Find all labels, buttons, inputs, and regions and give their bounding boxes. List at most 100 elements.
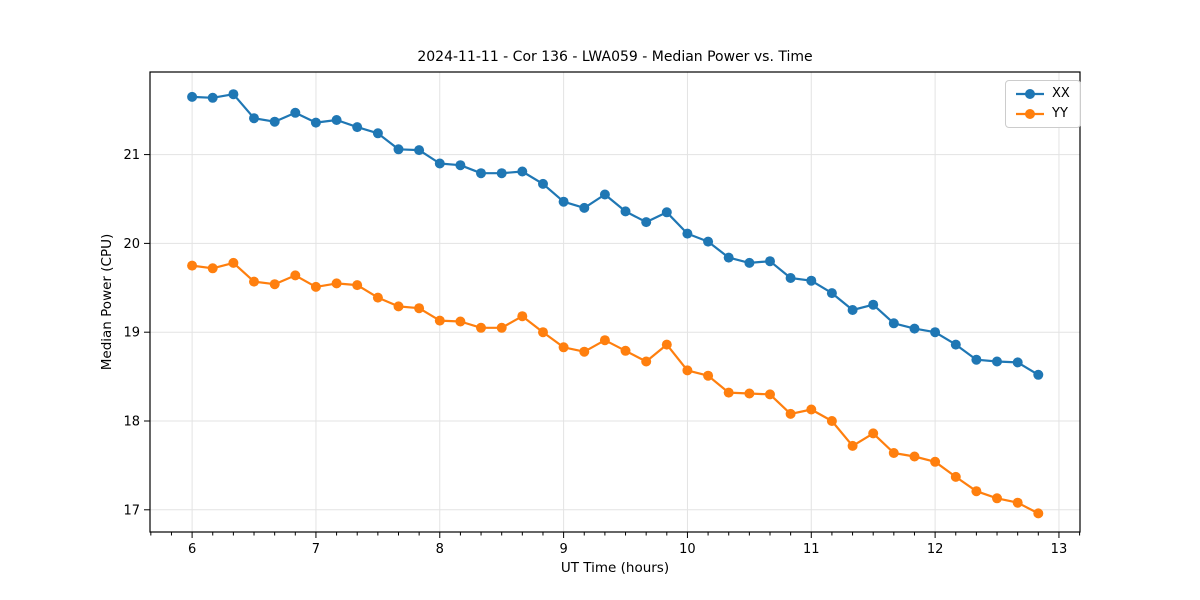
series-XX-marker <box>517 166 528 177</box>
series-YY-marker <box>599 335 610 346</box>
series-YY-marker <box>950 471 961 482</box>
series-XX-marker <box>414 145 425 156</box>
series-XX-marker <box>930 327 941 338</box>
series-XX-marker <box>290 107 301 118</box>
series-XX-marker <box>187 91 198 102</box>
series-YY-marker <box>785 408 796 419</box>
series-XX-marker <box>992 356 1002 367</box>
x-tick-label-8: 8 <box>436 542 444 557</box>
x-tick-label-7: 7 <box>312 542 320 557</box>
series-YY-marker <box>661 339 672 350</box>
series-YY-marker <box>393 301 404 312</box>
series-YY-marker <box>992 493 1002 504</box>
series-YY-marker <box>723 387 734 398</box>
series-XX-marker <box>971 354 982 365</box>
series-YY-marker <box>620 345 631 356</box>
legend-marker-xx-icon <box>1016 89 1044 99</box>
series-YY-marker <box>455 316 466 327</box>
series-YY-line <box>191 261 1040 515</box>
series-XX-marker <box>888 318 899 329</box>
series-YY-marker <box>909 451 920 462</box>
series-XX-marker <box>703 236 714 247</box>
series-XX-marker <box>310 117 321 128</box>
series-XX-marker <box>785 273 796 283</box>
y-tick-label-19: 19 <box>123 326 140 341</box>
series-YY-marker <box>496 322 507 333</box>
series-XX-marker <box>538 178 548 189</box>
series-YY-marker <box>352 280 363 291</box>
series-XX-marker <box>599 189 610 200</box>
series-XX-marker <box>909 323 920 334</box>
series-YY-marker <box>207 263 218 274</box>
series-YY-marker <box>888 448 899 458</box>
series-XX-marker <box>558 196 569 207</box>
x-tick-label-11: 11 <box>803 542 820 557</box>
series-XX-marker <box>434 158 445 169</box>
series-YY-marker <box>249 276 259 287</box>
series-YY-marker <box>414 303 425 314</box>
series-XX-marker <box>723 252 734 263</box>
series-YY-marker <box>434 315 445 326</box>
series-XX-marker <box>1033 369 1044 380</box>
series-YY-marker <box>806 404 817 415</box>
series-XX-marker <box>868 299 879 310</box>
series-YY-marker <box>765 389 775 400</box>
series-XX-marker <box>744 257 755 268</box>
series-YY-marker <box>744 388 755 399</box>
series-XX-marker <box>950 339 961 350</box>
series-XX-marker <box>682 228 693 239</box>
series-YY-marker <box>517 311 528 322</box>
legend-marker-yy-icon <box>1016 109 1044 119</box>
axes-spines <box>149 71 1081 533</box>
series-YY-marker <box>1033 508 1044 519</box>
x-tick-label-6: 6 <box>188 542 196 557</box>
series-XX-marker <box>331 115 342 125</box>
series-YY-marker <box>868 428 879 439</box>
series-YY-marker <box>1012 497 1023 508</box>
x-tick-label-13: 13 <box>1051 542 1068 557</box>
series-YY-marker <box>290 270 301 281</box>
series-XX-marker <box>372 128 383 139</box>
legend-label-yy: YY <box>1052 106 1068 121</box>
series-YY-marker <box>579 346 590 357</box>
x-tick-label-9: 9 <box>559 542 567 557</box>
chart-title: 2024-11-11 - Cor 136 - LWA059 - Median P… <box>417 49 813 65</box>
series-YY-marker <box>682 365 693 376</box>
series-YY-marker <box>331 278 342 289</box>
legend-item-xx: XX <box>1015 86 1070 102</box>
series-XX-marker <box>496 168 507 179</box>
series-XX-marker <box>641 217 652 228</box>
series-XX-marker <box>765 256 775 267</box>
series-XX-marker <box>620 206 631 217</box>
series-XX-marker <box>661 207 672 218</box>
series-YY-marker <box>228 257 239 268</box>
series-YY-marker <box>826 416 837 426</box>
series-XX-marker <box>228 89 239 100</box>
series-XX-marker <box>579 202 590 213</box>
series-YY-marker <box>269 279 280 290</box>
series-YY-marker <box>641 356 652 367</box>
y-tick-label-20: 20 <box>123 237 140 252</box>
legend: XX YY <box>1005 80 1081 128</box>
series-XX-marker <box>455 160 466 171</box>
series-XX-marker <box>1012 357 1023 368</box>
series-XX-line <box>191 93 1040 376</box>
series-YY-marker <box>930 456 941 467</box>
legend-item-yy: YY <box>1015 106 1070 122</box>
series-XX-marker <box>847 305 858 315</box>
series-YY-marker <box>538 327 548 338</box>
series-YY-marker <box>310 281 321 292</box>
series-YY-marker <box>476 322 486 333</box>
series-YY-marker <box>372 292 383 303</box>
y-tick-label-18: 18 <box>123 414 140 429</box>
y-tick-label-17: 17 <box>123 503 140 518</box>
series-XX-marker <box>269 116 280 127</box>
series-XX-marker <box>476 168 486 179</box>
series-XX-marker <box>393 144 404 155</box>
series-XX-marker <box>806 275 817 286</box>
series-XX-marker <box>249 113 259 124</box>
legend-label-xx: XX <box>1052 86 1070 101</box>
series-YY-marker <box>971 486 982 497</box>
